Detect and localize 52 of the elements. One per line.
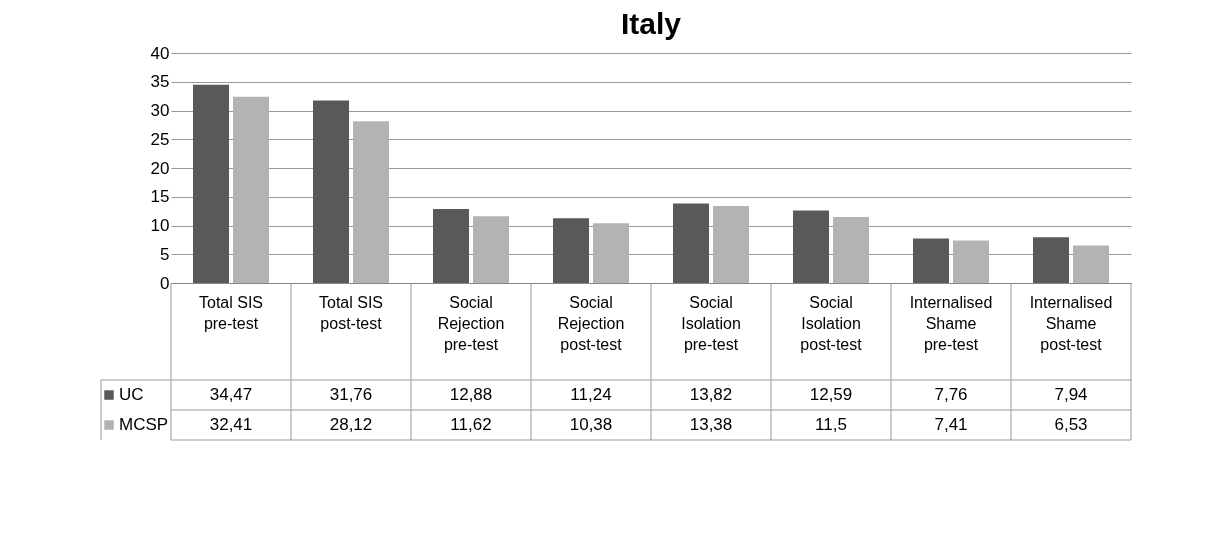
bar <box>353 121 389 283</box>
bar <box>433 208 469 283</box>
chart-title: Italy <box>620 7 682 40</box>
x-tick-label: Internalised Shame pre-test <box>909 294 993 353</box>
bar <box>553 218 589 283</box>
data-label: 10,38 <box>569 415 613 434</box>
x-tick-label: Social Isolation post-test <box>800 294 863 353</box>
bar <box>233 96 269 283</box>
data-label: 7,41 <box>934 415 968 434</box>
bar <box>673 203 709 283</box>
legend-label: MCSP <box>119 415 169 434</box>
data-label: 7,94 <box>1054 385 1088 404</box>
data-label: 12,88 <box>449 385 493 404</box>
y-tick-label: 0 <box>160 273 170 293</box>
y-tick-label: 20 <box>150 158 170 178</box>
bar <box>1033 237 1069 283</box>
y-tick-label: 5 <box>160 244 170 264</box>
data-label: 13,38 <box>689 415 733 434</box>
y-tick-label: 40 <box>150 43 170 63</box>
data-label: 34,47 <box>209 385 253 404</box>
data-label: 7,76 <box>934 385 968 404</box>
y-tick-label: 15 <box>150 187 170 207</box>
bar <box>953 240 989 283</box>
data-label: 28,12 <box>329 415 373 434</box>
bar <box>473 216 509 283</box>
data-label: 31,76 <box>329 385 373 404</box>
x-tick-label: Internalised Shame post-test <box>1029 294 1113 353</box>
data-label: 11,24 <box>570 385 612 404</box>
x-tick-label: Social Rejection pre-test <box>437 294 505 353</box>
bar <box>593 223 629 283</box>
data-label: 11,62 <box>450 415 492 434</box>
bar <box>713 206 749 283</box>
data-label: 11,5 <box>815 415 847 434</box>
bar <box>793 210 829 283</box>
legend-label: UC <box>119 385 144 404</box>
y-tick-label: 10 <box>150 216 170 235</box>
data-label: 13,82 <box>689 385 733 404</box>
data-label: 6,53 <box>1054 415 1088 434</box>
bar <box>193 84 229 283</box>
bar <box>913 238 949 283</box>
y-tick-label: 35 <box>150 72 170 92</box>
y-tick-label: 30 <box>150 101 170 120</box>
data-label: 32,41 <box>209 415 253 434</box>
bar <box>833 216 869 283</box>
x-tick-label: Total SIS pre-test <box>198 294 264 332</box>
x-tick-label: Social Rejection post-test <box>557 294 625 353</box>
x-tick-label: Social Isolation pre-test <box>681 294 741 353</box>
bar <box>1073 245 1109 283</box>
y-tick-label: 25 <box>150 129 170 149</box>
bar <box>313 100 349 283</box>
data-label: 12,59 <box>809 385 853 404</box>
x-tick-label: Total SIS post-test <box>318 294 384 332</box>
